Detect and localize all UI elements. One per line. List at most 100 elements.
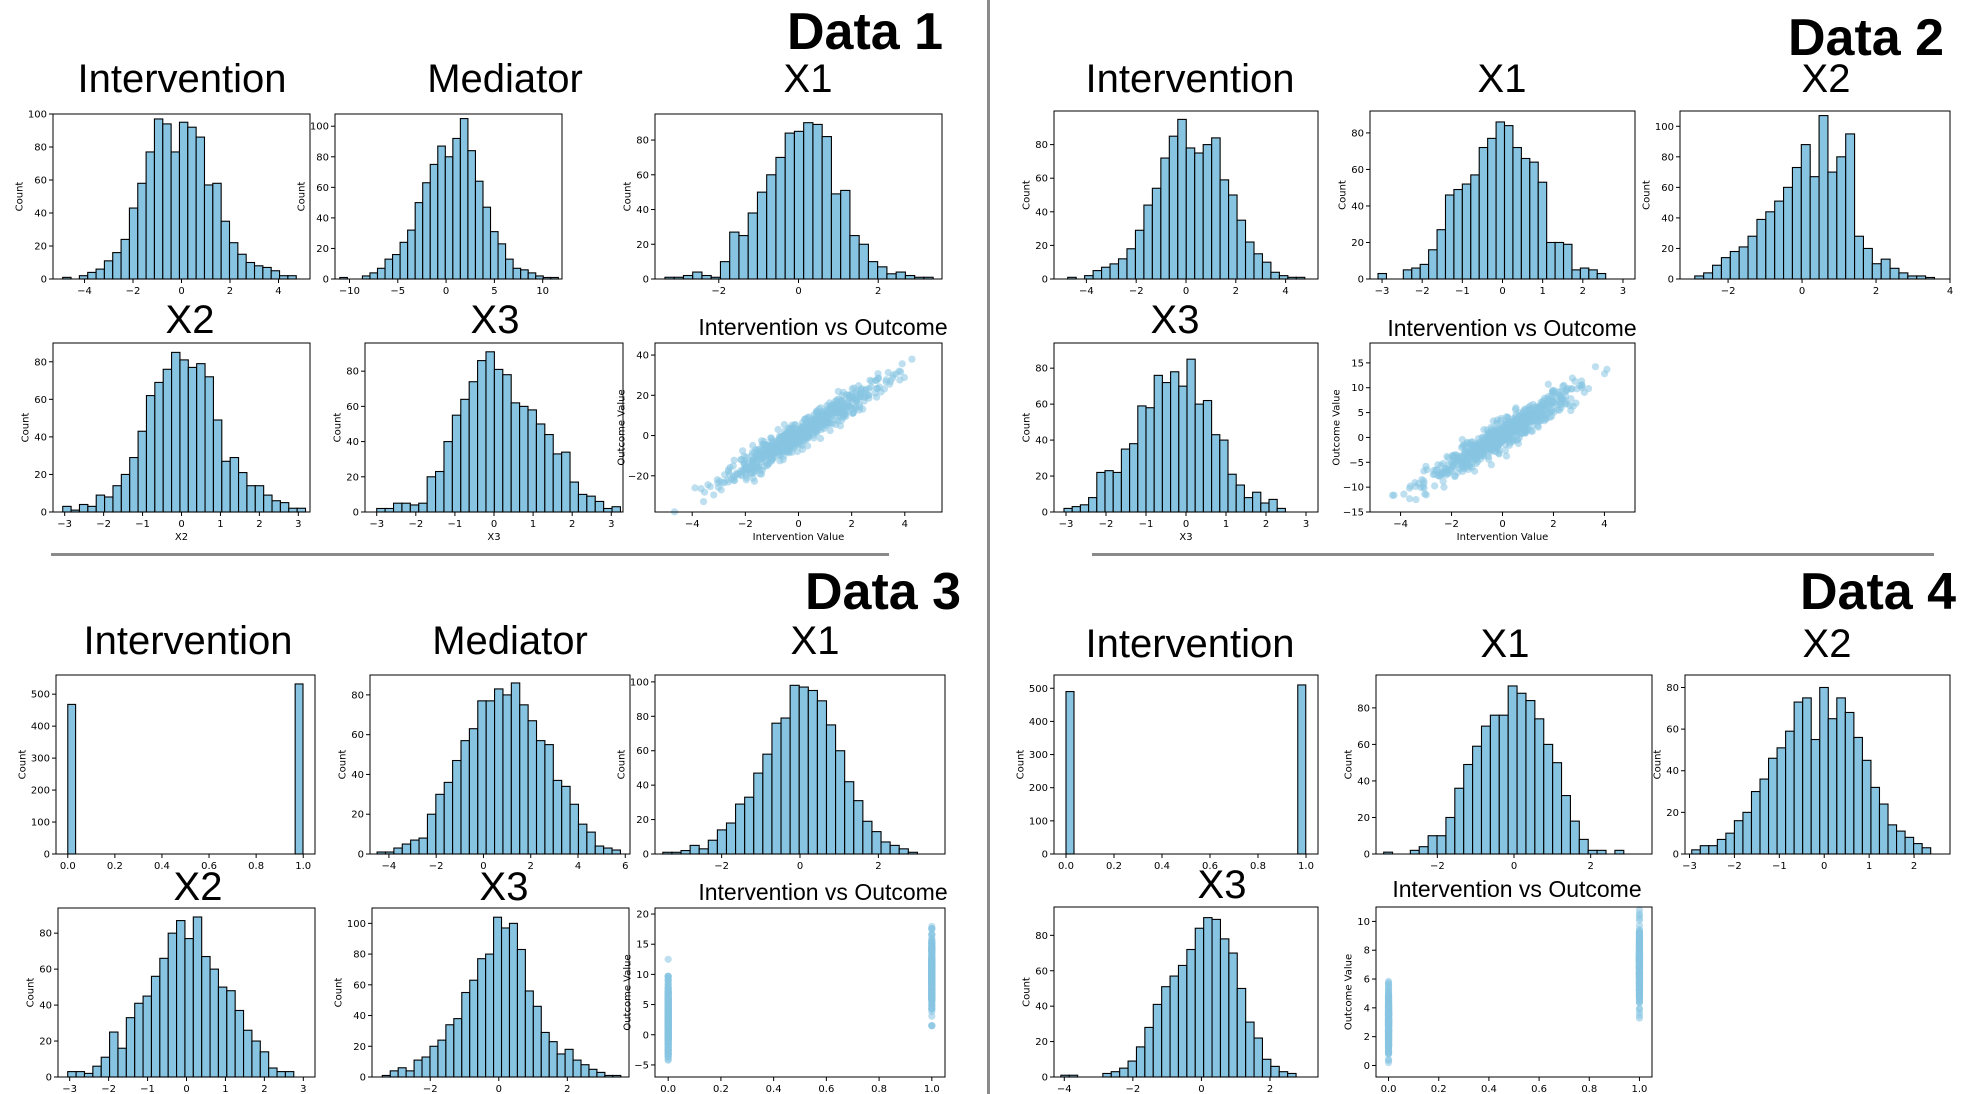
histogram-bar [78, 503, 89, 513]
x-tick-label: −4 [1079, 286, 1094, 297]
scatter-point [1384, 1058, 1393, 1067]
histogram-bar [437, 1039, 447, 1078]
histogram-bar [510, 682, 521, 855]
histogram-bar [1276, 507, 1286, 513]
section-title-data-4: Data 4 [1800, 563, 1957, 621]
x-tick-label: 2 [528, 861, 534, 872]
subplot-title: X2 [174, 865, 223, 909]
x-tick-label: 0 [178, 286, 184, 297]
x-tick-label: 2 [1580, 286, 1586, 297]
subplot-title: Intervention vs Outcome [1387, 315, 1636, 341]
histogram-bar [489, 231, 499, 280]
y-tick-label: 60 [636, 170, 649, 181]
histogram-bar [889, 844, 900, 855]
histogram-bar [195, 136, 206, 280]
x-tick-label: 0.2 [1106, 861, 1122, 872]
histogram-bar [1921, 847, 1932, 855]
y-tick-label: 100 [347, 919, 366, 930]
y-tick-label: 0 [41, 508, 47, 519]
histogram-bar [209, 968, 219, 1078]
x-tick-label: 1.0 [1298, 861, 1314, 872]
scatter-point [1557, 404, 1565, 412]
histogram-bar [1845, 133, 1856, 280]
histogram-bar [201, 955, 211, 1078]
y-tick-label: 0 [1042, 508, 1048, 519]
histogram-bar [886, 273, 897, 280]
x-tick-label: 0 [1499, 519, 1505, 530]
histogram-bar [1134, 229, 1145, 280]
y-tick-label: 80 [1351, 128, 1364, 139]
histogram-bar [137, 430, 148, 513]
x-tick-label: 6 [622, 861, 628, 872]
x-tick-label: −2 [1727, 861, 1742, 872]
histogram-bar [1178, 385, 1188, 513]
histogram-bar [1135, 1046, 1146, 1078]
histogram-bar [392, 254, 401, 280]
scatter-point [1538, 412, 1546, 420]
histogram-bar [112, 485, 122, 513]
x-tick-label: −4 [685, 519, 700, 530]
histogram-bar [1428, 249, 1438, 280]
scatter-point [700, 488, 709, 496]
scatter-point [813, 407, 821, 415]
histogram-bar [1520, 157, 1531, 280]
x-tick-label: −3 [369, 519, 384, 530]
histogram-bar [254, 485, 265, 513]
histogram-bar [477, 700, 487, 855]
histogram-bar [500, 927, 511, 1078]
histogram-bar [1767, 757, 1778, 855]
x-tick-label: −3 [1375, 286, 1390, 297]
scatter-point [1450, 462, 1458, 470]
histogram-bar [1827, 171, 1838, 280]
histogram-bar [1562, 243, 1573, 280]
y-tick-label: 0 [1364, 850, 1370, 861]
histogram-bar [276, 1071, 286, 1078]
x-tick-label: 0 [1183, 519, 1189, 530]
x-tick-label: 0 [183, 1084, 189, 1094]
histogram-bar [497, 243, 507, 280]
scatter-point [1502, 452, 1511, 460]
scatter-point [1501, 440, 1509, 449]
histogram-bar [544, 744, 554, 855]
histogram-bar [707, 839, 718, 855]
histogram-bar [1725, 832, 1735, 855]
histogram-bar [1211, 137, 1221, 280]
x-tick-label: −2 [126, 286, 141, 297]
histogram-bar [1862, 247, 1873, 280]
scatter-point [721, 471, 729, 479]
scatter-point [928, 960, 936, 969]
histogram-bar [1104, 470, 1114, 513]
x-tick-label: 0 [178, 519, 184, 530]
scatter-point [1526, 411, 1534, 419]
x-tick-label: 0.8 [1250, 861, 1266, 872]
histogram-bar [1800, 144, 1811, 280]
x-axis-label: Intervention Value [1457, 532, 1549, 543]
section-title-data-2: Data 2 [1788, 9, 1945, 67]
y-tick-label: 10 [1357, 917, 1370, 928]
scatter-point [1485, 455, 1493, 464]
scatter-point [874, 374, 882, 382]
scatter-point [1635, 971, 1644, 979]
y-tick-label: 2 [1364, 1032, 1370, 1043]
histogram-bar [397, 1067, 407, 1078]
histogram-bar [548, 1041, 558, 1078]
histogram-bar [1453, 188, 1463, 280]
histogram-bar [1699, 845, 1710, 855]
histogram-bar [1261, 261, 1272, 280]
y-axis-label: Count [623, 182, 634, 212]
scatter-point [1478, 434, 1486, 442]
histogram-bar [429, 1045, 439, 1078]
y-tick-label: 40 [346, 437, 359, 448]
histogram-bar [87, 271, 97, 280]
scatter-point [1454, 468, 1462, 476]
y-tick-label: 60 [1035, 966, 1048, 977]
scatter-point [1567, 406, 1575, 415]
histogram-bar [766, 174, 777, 280]
histogram-bar [1112, 471, 1122, 513]
scatter-point [1400, 490, 1408, 498]
subplot-title: X3 [471, 298, 520, 342]
histogram-bar [426, 813, 437, 855]
scatter-point [749, 441, 757, 450]
histogram-bar [1287, 1072, 1297, 1078]
histogram-bar [1169, 975, 1180, 1078]
